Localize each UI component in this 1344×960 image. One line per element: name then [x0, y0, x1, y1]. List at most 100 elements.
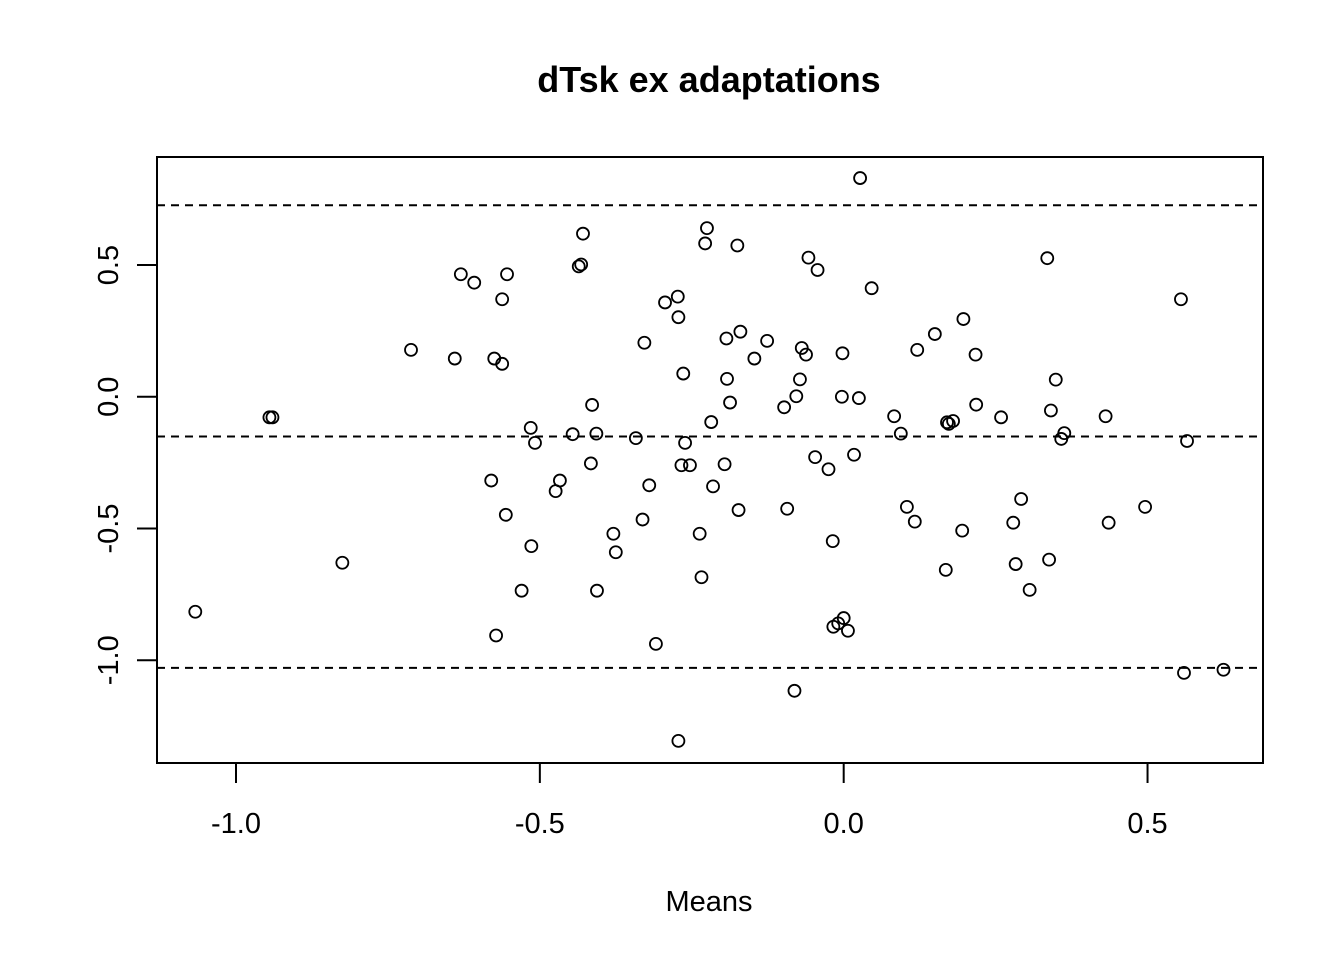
data-point — [524, 539, 539, 554]
data-point — [628, 431, 643, 446]
data-point — [723, 395, 737, 410]
data-point — [938, 562, 953, 577]
x-axis-label: Means — [665, 886, 752, 918]
data-point — [694, 570, 709, 585]
data-point — [704, 415, 719, 429]
data-point — [730, 238, 745, 253]
data-point — [717, 457, 732, 472]
data-point — [1008, 557, 1023, 571]
data-point — [553, 473, 567, 488]
data-point — [1014, 492, 1029, 506]
data-point — [835, 346, 850, 361]
data-point — [847, 447, 861, 462]
data-point — [955, 523, 970, 538]
data-point — [968, 347, 983, 362]
data-point — [571, 259, 586, 274]
data-point — [692, 526, 707, 541]
data-point — [899, 499, 914, 514]
data-point — [719, 331, 734, 346]
data-point — [907, 514, 922, 529]
data-point — [1048, 372, 1063, 387]
y-tick-label: 0.5 — [93, 245, 125, 285]
data-point — [851, 391, 866, 405]
data-point — [1216, 662, 1231, 677]
data-point — [1101, 515, 1116, 530]
data-point — [864, 281, 879, 296]
data-point — [801, 250, 816, 265]
data-point — [335, 555, 350, 570]
data-point — [808, 450, 823, 465]
data-point — [825, 534, 840, 549]
data-point — [841, 623, 855, 638]
data-point — [887, 409, 902, 424]
data-point — [720, 371, 734, 386]
data-point — [453, 267, 468, 282]
data-point — [649, 637, 663, 651]
data-point — [528, 435, 542, 450]
reference-lines — [157, 204, 1263, 669]
data-point — [495, 292, 510, 307]
data-point — [608, 545, 623, 560]
data-point — [583, 456, 598, 471]
data-point — [1177, 665, 1191, 680]
data-point — [671, 733, 686, 748]
data-point — [698, 236, 713, 251]
data-point — [799, 347, 813, 362]
data-point — [821, 462, 836, 477]
data-point — [789, 389, 804, 404]
data-point — [674, 458, 689, 473]
y-tick-label: -1.0 — [93, 635, 125, 685]
data-point — [910, 342, 925, 357]
data-point — [836, 611, 851, 625]
data-point — [683, 458, 697, 473]
data-point — [489, 628, 503, 643]
data-point — [585, 398, 600, 412]
data-point — [706, 479, 720, 494]
x-axis: -1.0 -0.5 0.0 0.5 — [211, 762, 1168, 840]
y-tick-label: 0.0 — [93, 377, 125, 417]
data-point — [760, 334, 775, 348]
data-point — [940, 415, 954, 430]
data-point — [1006, 515, 1021, 530]
data-point — [576, 226, 590, 241]
data-point — [1098, 409, 1113, 424]
data-point — [495, 356, 510, 371]
data-point — [642, 478, 657, 493]
data-point — [265, 410, 280, 425]
data-point — [671, 310, 686, 325]
data-point — [589, 426, 604, 441]
data-point — [810, 263, 825, 277]
data-point — [484, 473, 499, 488]
data-point — [853, 171, 867, 185]
data-point — [1174, 292, 1188, 307]
data-point — [793, 372, 807, 387]
data-point — [893, 426, 908, 441]
data-point — [747, 351, 762, 366]
data-point — [700, 221, 714, 236]
data-point — [956, 312, 971, 326]
data-point — [188, 604, 203, 619]
data-point — [1042, 552, 1056, 567]
data-point — [1040, 251, 1055, 266]
data-point — [565, 427, 580, 442]
data-point — [1057, 426, 1072, 441]
data-point — [635, 512, 650, 527]
y-tick-label: -0.5 — [93, 504, 125, 554]
data-point — [606, 526, 621, 541]
data-point — [574, 257, 589, 272]
y-axis: -1.0 -0.5 0.0 0.5 — [93, 245, 158, 685]
data-point — [590, 583, 604, 598]
data-point — [969, 397, 984, 412]
data-point — [404, 342, 418, 357]
data-point — [1044, 403, 1058, 418]
data-point — [678, 435, 692, 450]
data-point — [1180, 434, 1194, 448]
data-point — [670, 289, 685, 304]
data-point — [447, 351, 462, 366]
x-tick-label: 0.5 — [1127, 808, 1167, 840]
data-point — [834, 389, 849, 404]
data-point — [780, 501, 795, 516]
data-point — [946, 414, 960, 428]
data-point — [1138, 499, 1153, 514]
